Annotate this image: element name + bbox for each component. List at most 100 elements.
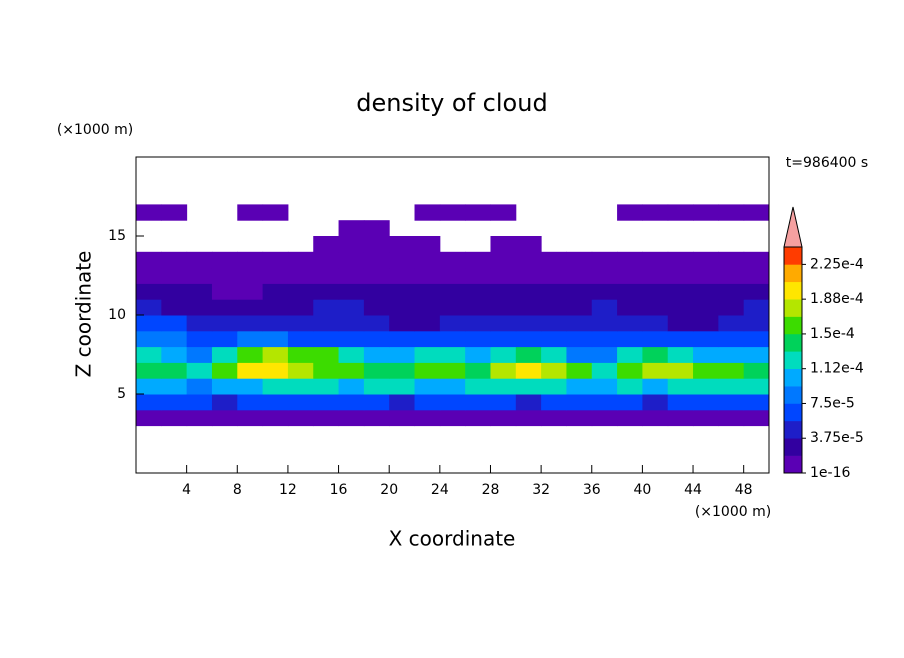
contour-cell: [363, 409, 390, 427]
contour-cell: [287, 315, 314, 332]
contour-cell: [617, 378, 643, 395]
contour-cell: [490, 315, 517, 332]
contour-cell: [591, 267, 618, 284]
contour-cell: [490, 346, 517, 363]
contour-cell: [414, 315, 441, 332]
contour-cell: [541, 283, 567, 300]
contour-cell: [262, 362, 289, 379]
colorbar-band: [784, 368, 802, 387]
contour-cell: [743, 315, 770, 332]
contour-cell: [389, 346, 416, 363]
colorbar-band: [784, 299, 802, 317]
contour-cell: [338, 236, 365, 253]
contour-cell: [136, 378, 162, 395]
contour-cell: [287, 409, 314, 427]
contour-cell: [363, 330, 390, 348]
contour-cell: [161, 283, 188, 300]
contour-cell: [642, 362, 669, 379]
contour-cell: [211, 409, 238, 427]
contour-cell: [363, 251, 390, 269]
contour-cell: [313, 251, 340, 269]
contour-cell: [161, 409, 188, 427]
x-tick-label: 48: [735, 482, 753, 498]
contour-cell: [237, 378, 264, 395]
contour-cell: [490, 267, 517, 284]
contour-cell: [186, 251, 213, 269]
contour-cell: [313, 283, 340, 300]
contour-cell: [211, 346, 238, 363]
contour-cell: [718, 299, 745, 316]
contour-cell: [617, 394, 643, 411]
contour-cell: [439, 267, 466, 284]
contour-cell: [389, 299, 416, 316]
contour-cell: [743, 409, 770, 427]
colorbar-band: [784, 351, 802, 369]
contour-cell: [237, 204, 264, 221]
colorbar-band: [784, 403, 802, 422]
contour-cell: [642, 299, 669, 316]
contour-cell: [642, 394, 669, 411]
contour-cell: [439, 346, 466, 363]
contour-cell: [211, 251, 238, 269]
contour-cell: [617, 204, 643, 221]
contour-cell: [693, 299, 719, 316]
contour-cell: [414, 299, 441, 316]
y-axis-title: Z coordinate: [72, 251, 96, 378]
contour-cell: [262, 330, 289, 348]
contour-cell: [515, 251, 542, 269]
contour-cell: [211, 315, 238, 332]
colorbar-tick-label: 1e-16: [810, 465, 850, 481]
x-tick-label: 28: [482, 482, 500, 498]
contour-cell: [515, 299, 542, 316]
contour-cell: [743, 346, 770, 363]
contour-cell: [389, 378, 416, 395]
contour-cell: [465, 204, 491, 221]
contour-cell: [414, 236, 441, 253]
contour-cell: [566, 267, 593, 284]
contour-cell: [136, 330, 162, 348]
contour-cell: [465, 394, 491, 411]
contour-cell: [414, 362, 441, 379]
contour-cell: [338, 299, 365, 316]
contour-cell: [693, 204, 719, 221]
contour-cell: [161, 204, 188, 221]
y-unit: (×1000 m): [57, 122, 133, 138]
contour-cell: [237, 362, 264, 379]
contour-cell: [237, 251, 264, 269]
colorbar-tick-label: 2.25e-4: [810, 256, 864, 272]
contour-cell: [667, 378, 694, 395]
colorbar-band: [784, 264, 802, 283]
contour-cell: [743, 299, 770, 316]
contour-cell: [591, 299, 618, 316]
contour-cell: [313, 394, 340, 411]
contour-cell: [186, 267, 213, 284]
colorbar-tick-label: 1.88e-4: [810, 291, 864, 307]
contour-cell: [566, 378, 593, 395]
contour-cell: [363, 362, 390, 379]
contour-cell: [591, 378, 618, 395]
contour-cell: [363, 346, 390, 363]
contour-cell: [617, 299, 643, 316]
contour-cell: [515, 346, 542, 363]
contour-cell: [211, 299, 238, 316]
contour-cell: [389, 315, 416, 332]
contour-cell: [186, 409, 213, 427]
contour-cell: [541, 378, 567, 395]
contour-cell: [338, 394, 365, 411]
contour-cell: [718, 346, 745, 363]
contour-cell: [237, 315, 264, 332]
contour-cell: [465, 251, 491, 269]
contour-cell: [237, 267, 264, 284]
contour-cell: [439, 409, 466, 427]
contour-cell: [313, 362, 340, 379]
contour-cell: [617, 283, 643, 300]
contour-cell: [693, 362, 719, 379]
contour-cell: [414, 409, 441, 427]
contour-cell: [414, 267, 441, 284]
contour-cell: [414, 378, 441, 395]
contour-cell: [136, 346, 162, 363]
contour-cell: [515, 267, 542, 284]
contour-cell: [743, 330, 770, 348]
contour-cell: [287, 330, 314, 348]
contour-cell: [439, 362, 466, 379]
